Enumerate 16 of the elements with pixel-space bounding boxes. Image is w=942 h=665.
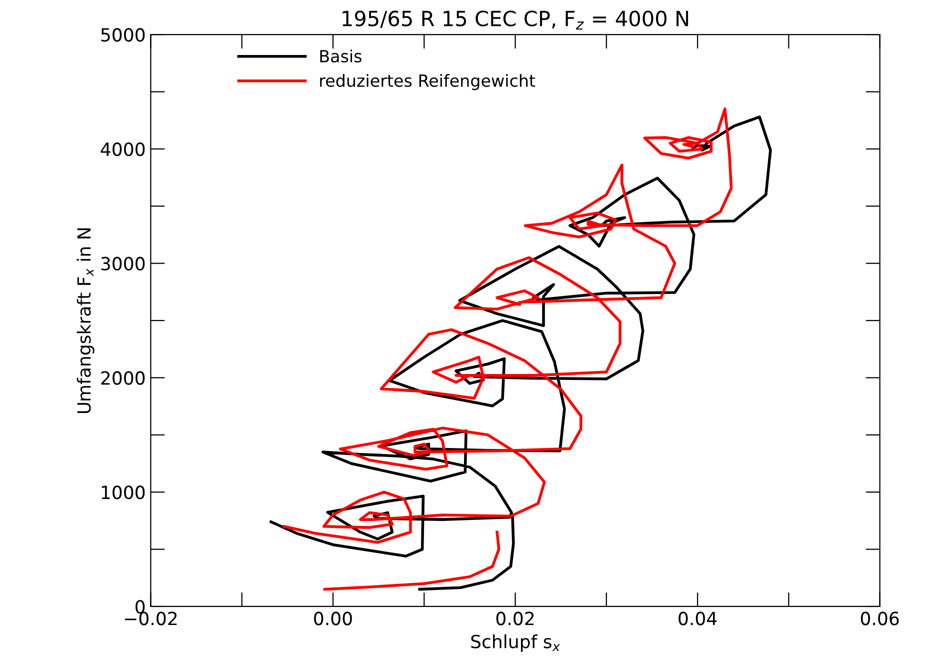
x-tick-label: −0.02 (124, 612, 177, 626)
x-tick-label: 0.00 (314, 612, 352, 626)
legend-label: reduziertes Reifengewicht (320, 74, 536, 90)
y-axis-title: Umfangskraft F$_{x}$ in N (76, 228, 94, 414)
y-tick-label: 4000 (100, 142, 145, 156)
y-tick-label: 0 (136, 600, 145, 614)
x-tick-label: 0.06 (860, 612, 899, 626)
y-tick-label: 5000 (101, 28, 145, 42)
legend-label: Basis (320, 50, 362, 62)
chart-title: 195/65 R 15 CEC CP, F$_{z}$ = 4000 N (342, 10, 688, 30)
x-tick-label: 0.02 (496, 612, 534, 626)
y-tick-label: 1000 (102, 486, 145, 500)
y-tick-label: 3000 (101, 256, 145, 270)
x-tick-label: 0.04 (678, 612, 717, 626)
y-tick-label: 2000 (101, 371, 145, 385)
x-axis-title: Schlupf s$_{x}$ (471, 634, 560, 652)
